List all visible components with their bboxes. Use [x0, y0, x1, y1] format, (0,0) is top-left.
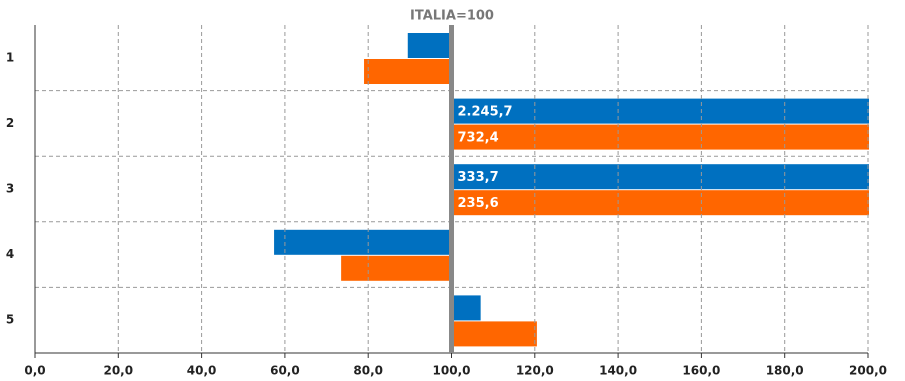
x-tick-label: 80,0	[353, 364, 383, 378]
x-tick-label: 180,0	[766, 364, 804, 378]
bar	[451, 98, 869, 124]
bar	[451, 190, 869, 216]
y-tick-label: 3	[6, 182, 14, 196]
x-tick-label: 100,0	[433, 364, 471, 378]
data-label: 2.245,7	[458, 105, 513, 120]
data-label: 333,7	[458, 170, 499, 185]
bar	[364, 59, 452, 84]
data-label: 235,6	[458, 196, 499, 211]
chart-title: ITALIA=100	[410, 9, 494, 24]
x-tick-label: 60,0	[270, 364, 300, 378]
x-tick-label: 0,0	[24, 364, 45, 378]
y-tick-label: 1	[6, 50, 14, 64]
y-tick-label: 2	[6, 116, 14, 130]
bar	[407, 33, 452, 58]
y-tick-label: 4	[6, 247, 14, 261]
bar	[451, 164, 869, 190]
x-tick-label: 40,0	[187, 364, 217, 378]
x-tick-label: 200,0	[849, 364, 887, 378]
x-tick-label: 160,0	[682, 364, 720, 378]
bar	[341, 255, 452, 281]
bar	[451, 321, 537, 347]
x-tick-label: 120,0	[516, 364, 554, 378]
bar	[274, 229, 452, 255]
x-tick-label: 20,0	[103, 364, 133, 378]
y-tick-label: 5	[6, 313, 14, 327]
bar	[451, 124, 869, 150]
x-tick-label: 140,0	[599, 364, 637, 378]
data-label: 732,4	[458, 131, 499, 146]
plot-area: 2.245,7 732,4 333,7 235,6	[274, 33, 869, 347]
bar	[451, 295, 481, 321]
